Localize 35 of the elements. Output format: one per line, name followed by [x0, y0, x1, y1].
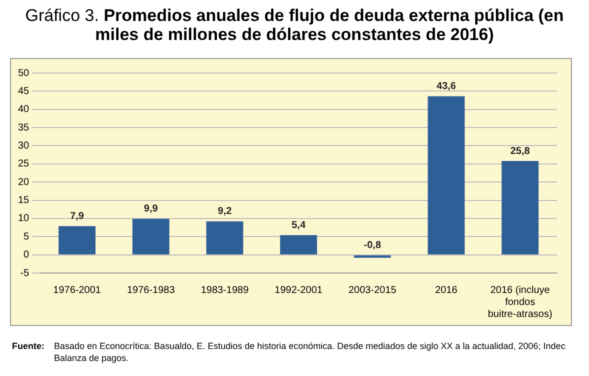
bar — [132, 218, 170, 254]
x-tick-label: 2016 (incluye fondos buitre-atrasos) — [488, 284, 552, 320]
y-tick-label: 15 — [18, 195, 30, 206]
bar — [280, 235, 318, 254]
source-note: Fuente: — [12, 340, 46, 353]
bar — [502, 161, 539, 254]
data-label: 9,9 — [144, 204, 158, 215]
y-tick-label: 45 — [18, 86, 30, 97]
y-tick-label: 40 — [18, 104, 30, 116]
x-tick-label: 2003-2015 — [348, 284, 397, 296]
chart-title: Gráfico 3. — [25, 6, 99, 25]
y-tick-label: 50 — [18, 68, 30, 79]
x-tick-label: 1976-1983 — [126, 284, 176, 296]
x-tick-label: 1976-2001 — [53, 284, 102, 296]
data-label: 5,4 — [292, 220, 306, 231]
y-tick-label: 25 — [18, 158, 30, 170]
y-tick-label: 30 — [18, 140, 30, 152]
data-label: 25,8 — [510, 146, 530, 157]
x-tick-label: 1983-1989 — [200, 284, 250, 296]
y-tick-label: 5 — [24, 231, 30, 242]
text: Basado en Econocrítica: Basualdo, E. Estudios de historia económica. Desde mediados de siglo XX a la actualidad, 2006; Indec Balanza de pagos. — [54, 340, 566, 364]
y-tick-label: 0 — [24, 250, 30, 261]
data-label: -0,8 — [364, 240, 382, 252]
y-tick-label: 20 — [18, 176, 30, 188]
y-tick-label: 35 — [18, 122, 30, 134]
x-tick-label: 1992-2001 — [274, 284, 323, 296]
bar — [206, 221, 244, 254]
x-tick-label: 2016 — [435, 284, 458, 296]
y-tick-label: 10 — [18, 213, 30, 224]
data-label: 43,6 — [436, 81, 456, 92]
data-label: 7,9 — [70, 210, 84, 222]
data-label: 9,2 — [218, 206, 232, 218]
bar — [58, 226, 96, 254]
bar — [428, 96, 465, 254]
y-tick-label: -5 — [20, 268, 30, 279]
